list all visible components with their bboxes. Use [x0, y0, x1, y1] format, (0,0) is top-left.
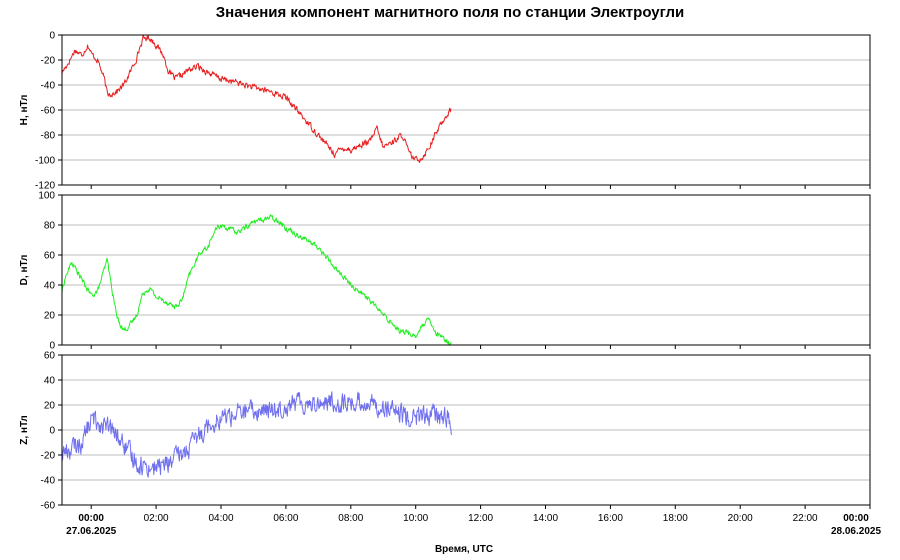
chart-title: Значения компонент магнитного поля по ст… [216, 4, 685, 21]
x-tick-label: 10:00 [403, 513, 428, 524]
panel-frame [61, 34, 871, 186]
y-tick-label: 60 [44, 251, 56, 262]
y-tick-label: -40 [41, 476, 56, 487]
panel-frame [61, 194, 871, 346]
panel-frame [61, 354, 871, 506]
y-tick-label: -80 [41, 131, 56, 142]
series-line-z [61, 391, 452, 478]
y-tick-label: 80 [44, 221, 56, 232]
y-tick-label: -120 [35, 181, 55, 192]
panel-h: 0 -20 -40 -60 -80 -100 -120 H, нТл [19, 31, 871, 192]
x-date-end: 28.06.2025 [831, 526, 881, 537]
y-axis-label: H, нТл [19, 95, 30, 126]
series-line-h [61, 34, 452, 163]
y-tick-label: -20 [41, 56, 56, 67]
x-tick-label: 22:00 [793, 513, 818, 524]
x-tick-label: 00:00 [843, 513, 869, 524]
panel-d: 0 20 40 60 80 100 D, нТл [19, 191, 871, 352]
y-tick-label: -40 [41, 81, 56, 92]
y-tick-label: 20 [44, 401, 56, 412]
x-tick-label: 16:00 [598, 513, 623, 524]
x-tick-label: 20:00 [728, 513, 753, 524]
x-tick-label: 08:00 [338, 513, 363, 524]
y-tick-label: 60 [44, 351, 56, 362]
y-tick-label: 0 [49, 31, 55, 42]
y-tick-label: 40 [44, 281, 56, 292]
x-tick-label: 06:00 [273, 513, 298, 524]
x-tick-label: 02:00 [144, 513, 169, 524]
x-axis-label: Время, UTC [435, 544, 493, 555]
y-tick-label: -100 [35, 156, 55, 167]
y-tick-label: 0 [49, 426, 55, 437]
x-tick-label: 04:00 [208, 513, 233, 524]
y-tick-label: 0 [49, 341, 55, 352]
y-tick-label: 20 [44, 311, 56, 322]
y-tick-label: 100 [38, 191, 55, 202]
y-tick-label: -20 [41, 451, 56, 462]
series-line-d [61, 214, 452, 346]
x-tick-label: 00:00 [78, 513, 104, 524]
y-axis-label: Z, нТл [19, 415, 30, 445]
x-date-start: 27.06.2025 [66, 526, 116, 537]
y-tick-label: -60 [41, 501, 56, 512]
x-tick-label: 18:00 [663, 513, 688, 524]
x-tick-label: 14:00 [533, 513, 558, 524]
y-axis-label: D, нТл [19, 255, 30, 286]
y-tick-label: -60 [41, 106, 56, 117]
x-tick-label: 12:00 [468, 513, 493, 524]
panel-z: 60 40 20 0 -20 -40 -60 Z, нТл [19, 351, 871, 512]
y-tick-label: 40 [44, 376, 56, 387]
